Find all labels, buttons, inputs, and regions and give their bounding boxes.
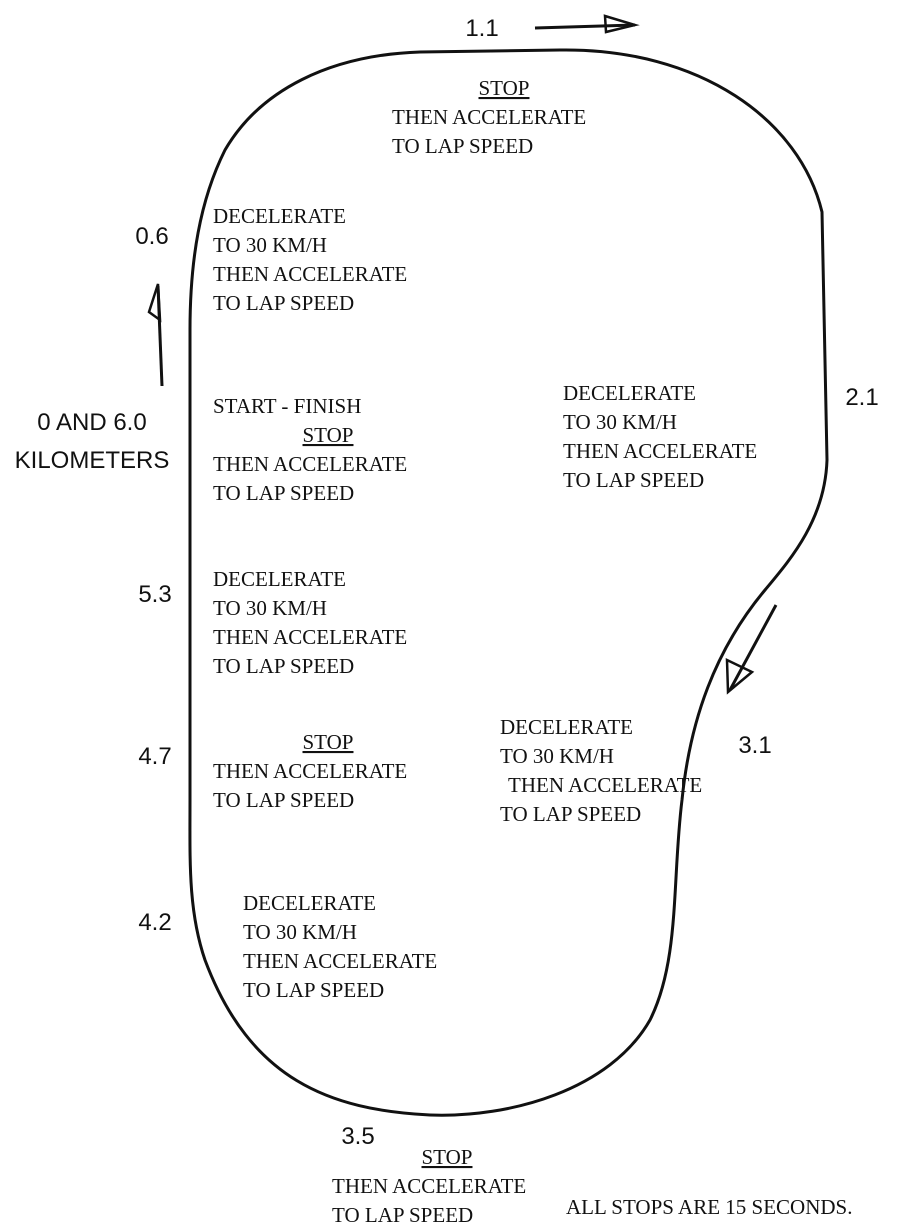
instruction-line: THEN ACCELERATE bbox=[243, 949, 437, 973]
instruction-line: TO 30 KM/H bbox=[563, 410, 677, 434]
instruction-line: THEN ACCELERATE bbox=[213, 759, 407, 783]
km-marker: 3.5 bbox=[341, 1123, 374, 1150]
track bbox=[188, 48, 829, 1117]
instruction-line: THEN ACCELERATE bbox=[213, 452, 407, 476]
km-marker: 0.6 bbox=[135, 223, 168, 250]
instruction-line: TO LAP SPEED bbox=[213, 788, 354, 812]
instruction-line: TO LAP SPEED bbox=[213, 291, 354, 315]
km-marker: 5.3 bbox=[138, 581, 171, 608]
instruction-line: TO LAP SPEED bbox=[213, 481, 354, 505]
km-marker: KILOMETERS bbox=[15, 447, 170, 474]
km-marker: 4.2 bbox=[138, 909, 171, 936]
instruction-line: TO 30 KM/H bbox=[213, 596, 327, 620]
instruction-line: TO LAP SPEED bbox=[392, 134, 533, 158]
instruction-line: TO LAP SPEED bbox=[500, 802, 641, 826]
instruction-line: TO LAP SPEED bbox=[243, 978, 384, 1002]
instruction-line: TO LAP SPEED bbox=[213, 654, 354, 678]
instruction-line: DECELERATE bbox=[213, 567, 346, 591]
km-marker: 4.7 bbox=[138, 743, 171, 770]
arrow-right bbox=[725, 604, 778, 695]
km-marker: 1.1 bbox=[465, 15, 498, 42]
stop-label: STOP bbox=[422, 1145, 473, 1169]
instruction-line: TO LAP SPEED bbox=[332, 1203, 473, 1225]
instruction-line: THEN ACCELERATE bbox=[563, 439, 757, 463]
instruction-line: TO 30 KM/H bbox=[500, 744, 614, 768]
stop-label: STOP bbox=[303, 423, 354, 447]
stop-label: STOP bbox=[479, 76, 530, 100]
note: ALL STOPS ARE 15 SECONDS. bbox=[566, 1195, 852, 1219]
instruction-line: TO LAP SPEED bbox=[563, 468, 704, 492]
instruction-line: THEN ACCELERATE bbox=[508, 773, 702, 797]
arrow-left bbox=[147, 283, 164, 387]
instruction-line: THEN ACCELERATE bbox=[213, 262, 407, 286]
instruction-line: THEN ACCELERATE bbox=[213, 625, 407, 649]
km-marker: 2.1 bbox=[845, 384, 878, 411]
instruction-line: THEN ACCELERATE bbox=[392, 105, 586, 129]
instruction-line: DECELERATE bbox=[563, 381, 696, 405]
instruction-line: DECELERATE bbox=[213, 204, 346, 228]
arrow-top bbox=[534, 14, 640, 34]
stop-label: STOP bbox=[303, 730, 354, 754]
instruction-line: DECELERATE bbox=[243, 891, 376, 915]
instruction-line: THEN ACCELERATE bbox=[332, 1174, 526, 1198]
km-marker: 3.1 bbox=[738, 732, 771, 759]
instruction-line: DECELERATE bbox=[500, 715, 633, 739]
instruction-line: TO 30 KM/H bbox=[243, 920, 357, 944]
instruction-line: TO 30 KM/H bbox=[213, 233, 327, 257]
instruction-heading: START - FINISH bbox=[213, 394, 361, 418]
km-marker: 0 AND 6.0 bbox=[37, 409, 146, 436]
